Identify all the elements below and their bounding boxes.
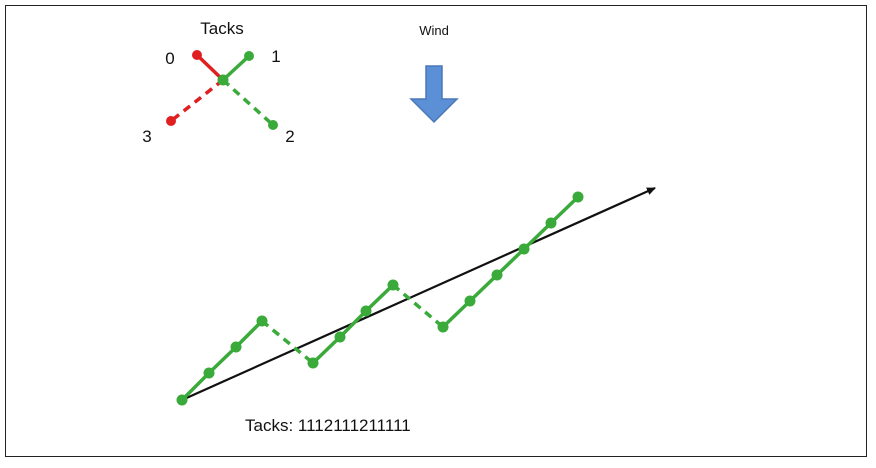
tack-3-line [169, 78, 225, 123]
tack-0-line [195, 53, 225, 82]
path-segment [311, 335, 342, 365]
tack-1-line [221, 54, 251, 82]
path-segment [234, 319, 264, 349]
tack-path [180, 195, 580, 402]
tack-label-1: 1 [271, 47, 280, 66]
wind-label: Wind [419, 23, 449, 38]
path-point [437, 321, 449, 333]
tack-label-2: 2 [285, 127, 294, 146]
path-segment [207, 345, 238, 375]
path-point [256, 315, 268, 327]
path-segment-dashed [391, 283, 445, 329]
path-point [307, 357, 319, 369]
path-points [176, 191, 584, 406]
path-segment [468, 273, 499, 303]
path-point [545, 217, 557, 229]
tack-label-3: 3 [142, 127, 151, 146]
path-point [387, 279, 399, 291]
tack-1-dot [244, 51, 254, 61]
path-point [464, 295, 476, 307]
path-point [176, 394, 188, 406]
path-point [491, 269, 503, 281]
path-segment [441, 299, 472, 329]
tack-legend [166, 50, 278, 130]
tack-2-line [221, 78, 275, 127]
path-point [230, 341, 242, 353]
wind-arrow-icon [409, 65, 459, 124]
path-segment [180, 371, 211, 402]
path-point [572, 191, 584, 203]
path-segment [364, 283, 395, 313]
path-point [360, 305, 372, 317]
path-point [203, 367, 215, 379]
tacks-caption: Tacks: 1112111211111 [245, 416, 411, 435]
tack-center-dot [217, 74, 229, 86]
legend-title: Tacks [200, 19, 243, 38]
path-segment [495, 247, 526, 277]
path-segment [549, 195, 580, 225]
path-point [518, 243, 530, 255]
path-point [334, 331, 346, 343]
tack-label-0: 0 [165, 49, 174, 68]
path-segment [338, 309, 368, 339]
course-arrow [181, 186, 656, 402]
path-segment-dashed [260, 319, 315, 365]
tack-2-dot [268, 120, 278, 130]
tack-3-dot [166, 116, 176, 126]
path-segment [522, 221, 553, 251]
tack-0-dot [192, 50, 202, 60]
